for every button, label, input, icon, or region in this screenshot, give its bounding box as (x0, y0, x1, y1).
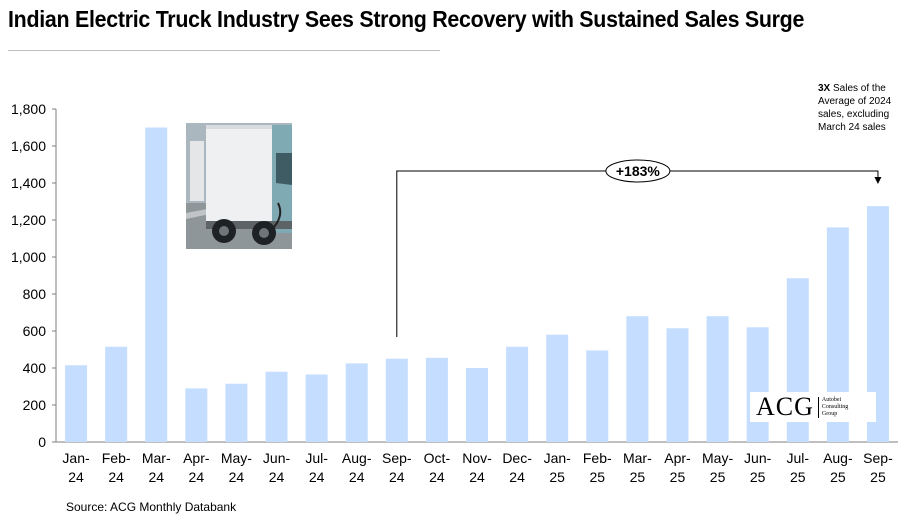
x-tick-label: May- (702, 450, 733, 466)
x-tick-label: 25 (670, 469, 686, 485)
x-tick-label: Mar- (142, 450, 171, 466)
x-tick-label: 24 (309, 469, 325, 485)
x-tick-label: 24 (148, 469, 164, 485)
bar (506, 346, 529, 442)
bar (586, 350, 609, 442)
y-tick-label: 1,800 (11, 101, 46, 117)
bar (345, 363, 368, 442)
y-tick-label: 400 (23, 360, 47, 376)
bar (65, 365, 88, 442)
bar (706, 316, 729, 442)
x-tick-label: Jun- (744, 450, 772, 466)
x-tick-label: 25 (710, 469, 726, 485)
x-tick-label: Aug- (342, 450, 372, 466)
growth-badge (605, 159, 671, 183)
x-tick-label: Feb- (102, 450, 131, 466)
x-tick-label: 24 (469, 469, 485, 485)
bar (546, 334, 569, 442)
y-tick-label: 1,200 (11, 212, 46, 228)
y-tick-label: 0 (38, 434, 46, 450)
x-tick-label: Dec- (502, 450, 532, 466)
bar (225, 383, 248, 442)
y-tick-label: 1,600 (11, 138, 46, 154)
acg-logo: ACG Autobei Consulting Group (750, 392, 876, 422)
x-tick-label: 24 (229, 469, 245, 485)
y-tick-label: 1,400 (11, 175, 46, 191)
x-tick-label: 24 (189, 469, 205, 485)
x-tick-label: 24 (68, 469, 84, 485)
x-tick-label: 24 (349, 469, 365, 485)
bar (185, 388, 208, 442)
x-tick-label: 24 (269, 469, 285, 485)
annotation-bold: 3X (818, 83, 831, 94)
sales-annotation: 3X Sales of the Average of 2024 sales, e… (818, 82, 898, 134)
chart-title: Indian Electric Truck Industry Sees Stro… (8, 6, 805, 32)
x-tick-label: 25 (549, 469, 565, 485)
logo-sub-line: Consulting (821, 403, 849, 410)
x-tick-label: 25 (790, 469, 806, 485)
x-tick-label: Sep- (382, 450, 412, 466)
x-tick-label: Apr- (183, 450, 210, 466)
x-tick-label: 24 (509, 469, 525, 485)
x-tick-label: Sep- (863, 450, 893, 466)
x-tick-label: Aug- (823, 450, 853, 466)
x-tick-label: Oct- (424, 450, 451, 466)
y-tick-label: 200 (23, 397, 47, 413)
bar (626, 316, 649, 442)
x-tick-label: 24 (429, 469, 445, 485)
x-tick-label: 24 (389, 469, 405, 485)
x-tick-label: Mar- (623, 450, 652, 466)
y-tick-label: 1,000 (11, 249, 46, 265)
x-tick-label: 25 (589, 469, 605, 485)
x-tick-label: Jan- (544, 450, 572, 466)
x-tick-label: Jun- (263, 450, 291, 466)
bar (425, 357, 448, 442)
bar (305, 374, 328, 442)
bar (265, 371, 288, 442)
x-tick-label: 25 (630, 469, 646, 485)
x-tick-label: Feb- (583, 450, 612, 466)
logo-main-text: ACG (756, 392, 814, 421)
bar (145, 127, 168, 442)
annotation-text: Sales of the Average of 2024 sales, excl… (818, 83, 892, 133)
logo-sub-line: Autobei (821, 396, 842, 403)
logo-sub-text: Autobei Consulting Group (817, 396, 849, 418)
growth-arrowhead (874, 177, 882, 184)
bar (866, 206, 889, 442)
title-divider (8, 50, 440, 51)
bar (466, 368, 488, 442)
x-tick-label: 25 (830, 469, 846, 485)
bar (105, 346, 128, 442)
bar (666, 328, 689, 442)
x-tick-label: 25 (870, 469, 886, 485)
logo-sub-line: Group (821, 410, 838, 417)
x-tick-label: Apr- (664, 450, 691, 466)
x-tick-label: May- (221, 450, 252, 466)
y-tick-label: 800 (23, 286, 47, 302)
x-tick-label: 24 (108, 469, 124, 485)
y-tick-label: 600 (23, 323, 47, 339)
bar-chart: 0 200 400 600 800 1,000 1,200 1,400 1,600 1,800 Ja… (11, 101, 898, 485)
growth-label: +183% (616, 163, 661, 179)
electric-truck-photo (186, 123, 292, 249)
x-tick-label: Nov- (462, 450, 492, 466)
bar (746, 327, 769, 442)
x-tick-label: 25 (750, 469, 766, 485)
source-note: Source: ACG Monthly Databank (66, 500, 237, 514)
x-tick-label: Jan- (62, 450, 90, 466)
x-tick-label: Jul- (786, 450, 809, 466)
bar (385, 358, 408, 442)
bar (826, 227, 849, 442)
x-tick-label: Jul- (305, 450, 328, 466)
